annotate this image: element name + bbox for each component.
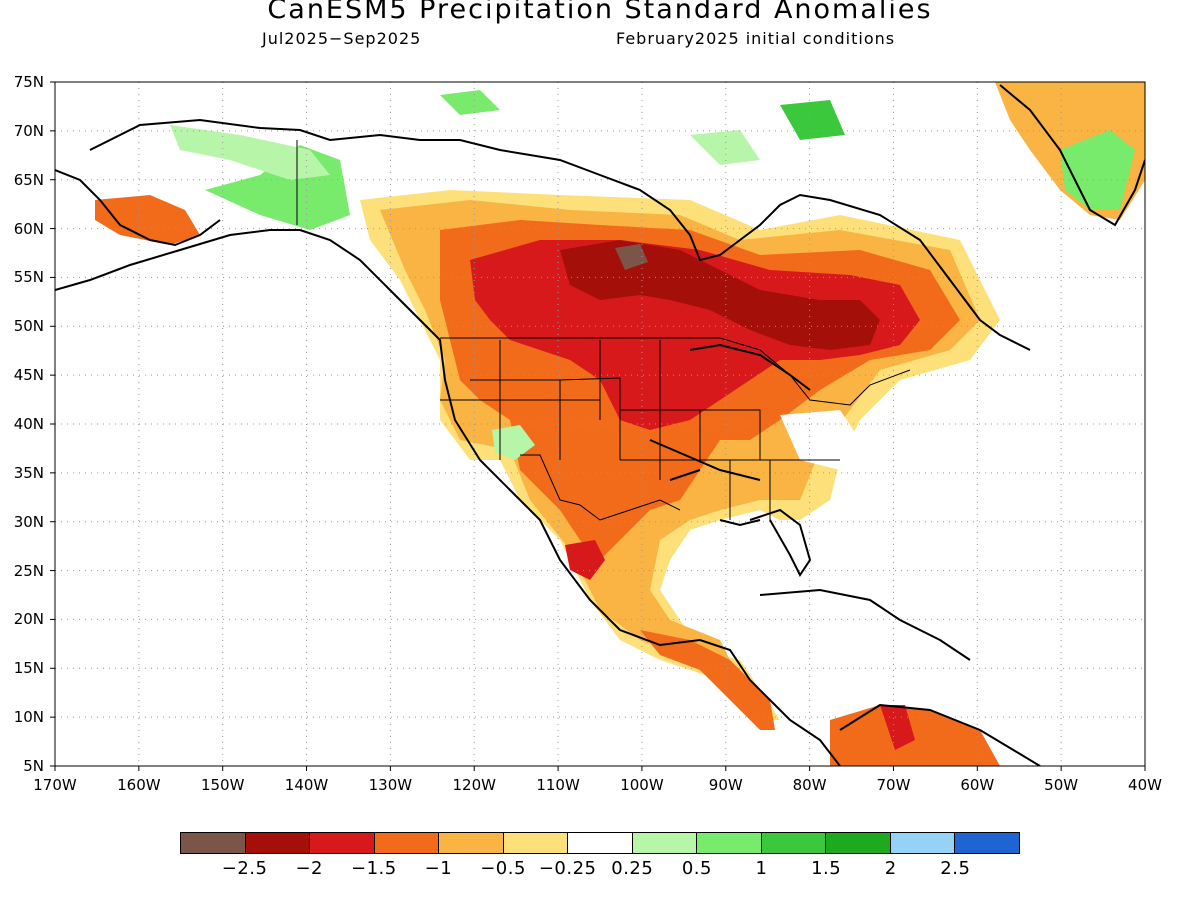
legend-swatch bbox=[439, 833, 504, 853]
lon-label: 100W bbox=[620, 776, 664, 794]
lon-label: 80W bbox=[792, 776, 827, 794]
legend-label: 0.25 bbox=[611, 858, 654, 879]
legend-swatch bbox=[890, 833, 956, 853]
lon-label: 140W bbox=[284, 776, 329, 794]
anomaly-region-arctic-2 bbox=[440, 90, 500, 115]
lon-label: 60W bbox=[960, 776, 995, 794]
lat-label: 35N bbox=[13, 463, 44, 482]
lat-label: 50N bbox=[13, 317, 44, 336]
legend-swatch bbox=[503, 833, 569, 853]
anomaly-region-alaska bbox=[95, 195, 200, 245]
legend-label: 2.5 bbox=[940, 858, 971, 879]
lon-label: 70W bbox=[876, 776, 911, 794]
anomaly-region-mexico bbox=[565, 540, 605, 580]
anomaly-region-greenland-green bbox=[1060, 130, 1135, 210]
anomaly-region-south-america bbox=[830, 705, 1000, 766]
legend-label: 1 bbox=[755, 858, 768, 879]
legend-swatch bbox=[632, 833, 698, 853]
lon-label: 160W bbox=[117, 776, 161, 794]
anomaly-region-central-america bbox=[640, 630, 775, 730]
anomaly-region-arctic-1 bbox=[170, 125, 330, 180]
valid-period: Jul2025−Sep2025 bbox=[262, 29, 422, 48]
coastline bbox=[55, 84, 1145, 766]
lon-label: 50W bbox=[1044, 776, 1079, 794]
color-legend bbox=[180, 832, 1020, 854]
legend-label: −0.5 bbox=[480, 858, 526, 879]
anomaly-region-south-america-red bbox=[880, 705, 915, 750]
anomaly-region-nevada bbox=[492, 425, 535, 460]
legend-swatch bbox=[310, 833, 375, 853]
lon-label: 150W bbox=[200, 776, 245, 794]
axis-ticks bbox=[50, 81, 1146, 771]
anomaly-region-darkest bbox=[615, 244, 648, 270]
legend-label: −1 bbox=[424, 858, 453, 879]
lon-label: 90W bbox=[708, 776, 743, 794]
lat-label: 30N bbox=[13, 512, 44, 531]
initial-conditions: February2025 initial conditions bbox=[616, 29, 896, 48]
legend-label: −2.5 bbox=[221, 858, 268, 879]
lat-label: 25N bbox=[13, 561, 44, 580]
lat-label: 45N bbox=[13, 366, 44, 385]
lat-label: 65N bbox=[13, 170, 44, 189]
legend-swatch bbox=[826, 833, 891, 853]
political-borders bbox=[296, 140, 911, 521]
anomaly-region-arctic-4 bbox=[690, 130, 760, 165]
legend-label: −0.25 bbox=[538, 858, 597, 879]
lon-label: 120W bbox=[452, 776, 496, 794]
legend-swatch bbox=[245, 833, 311, 853]
anomaly-region-southeast bbox=[780, 410, 860, 470]
lat-label: 75N bbox=[13, 73, 44, 91]
lon-label: 40W bbox=[1128, 776, 1162, 794]
lon-label: 110W bbox=[536, 776, 580, 794]
lon-label: 170W bbox=[33, 776, 77, 794]
legend-label: 1.5 bbox=[811, 858, 842, 879]
lon-label: 130W bbox=[368, 776, 413, 794]
legend-swatch bbox=[181, 833, 246, 853]
lat-label: 55N bbox=[13, 268, 44, 287]
lat-label: 15N bbox=[13, 659, 44, 678]
anomaly-region-arctic-3 bbox=[780, 100, 845, 140]
anomaly-field bbox=[95, 82, 1145, 766]
legend-swatch bbox=[955, 833, 1019, 853]
lat-label: 20N bbox=[13, 610, 44, 629]
legend-label: −1.5 bbox=[350, 858, 397, 879]
lat-label: 10N bbox=[13, 708, 44, 727]
legend-label: −2 bbox=[295, 858, 323, 879]
legend-swatch bbox=[374, 833, 440, 853]
anomaly-region-dark-red bbox=[560, 240, 880, 350]
map-title: CanESM5 Precipitation Standard Anomalies bbox=[267, 0, 933, 25]
lat-label: 40N bbox=[13, 415, 44, 433]
lat-label: 5N bbox=[23, 757, 44, 775]
legend-label: 0.5 bbox=[681, 858, 712, 879]
legend-swatch bbox=[568, 833, 633, 853]
lat-label: 70N bbox=[13, 121, 44, 140]
legend-swatch bbox=[761, 833, 827, 853]
legend-swatch bbox=[697, 833, 762, 853]
lat-label: 60N bbox=[13, 219, 44, 238]
legend-label: 2 bbox=[884, 858, 897, 879]
